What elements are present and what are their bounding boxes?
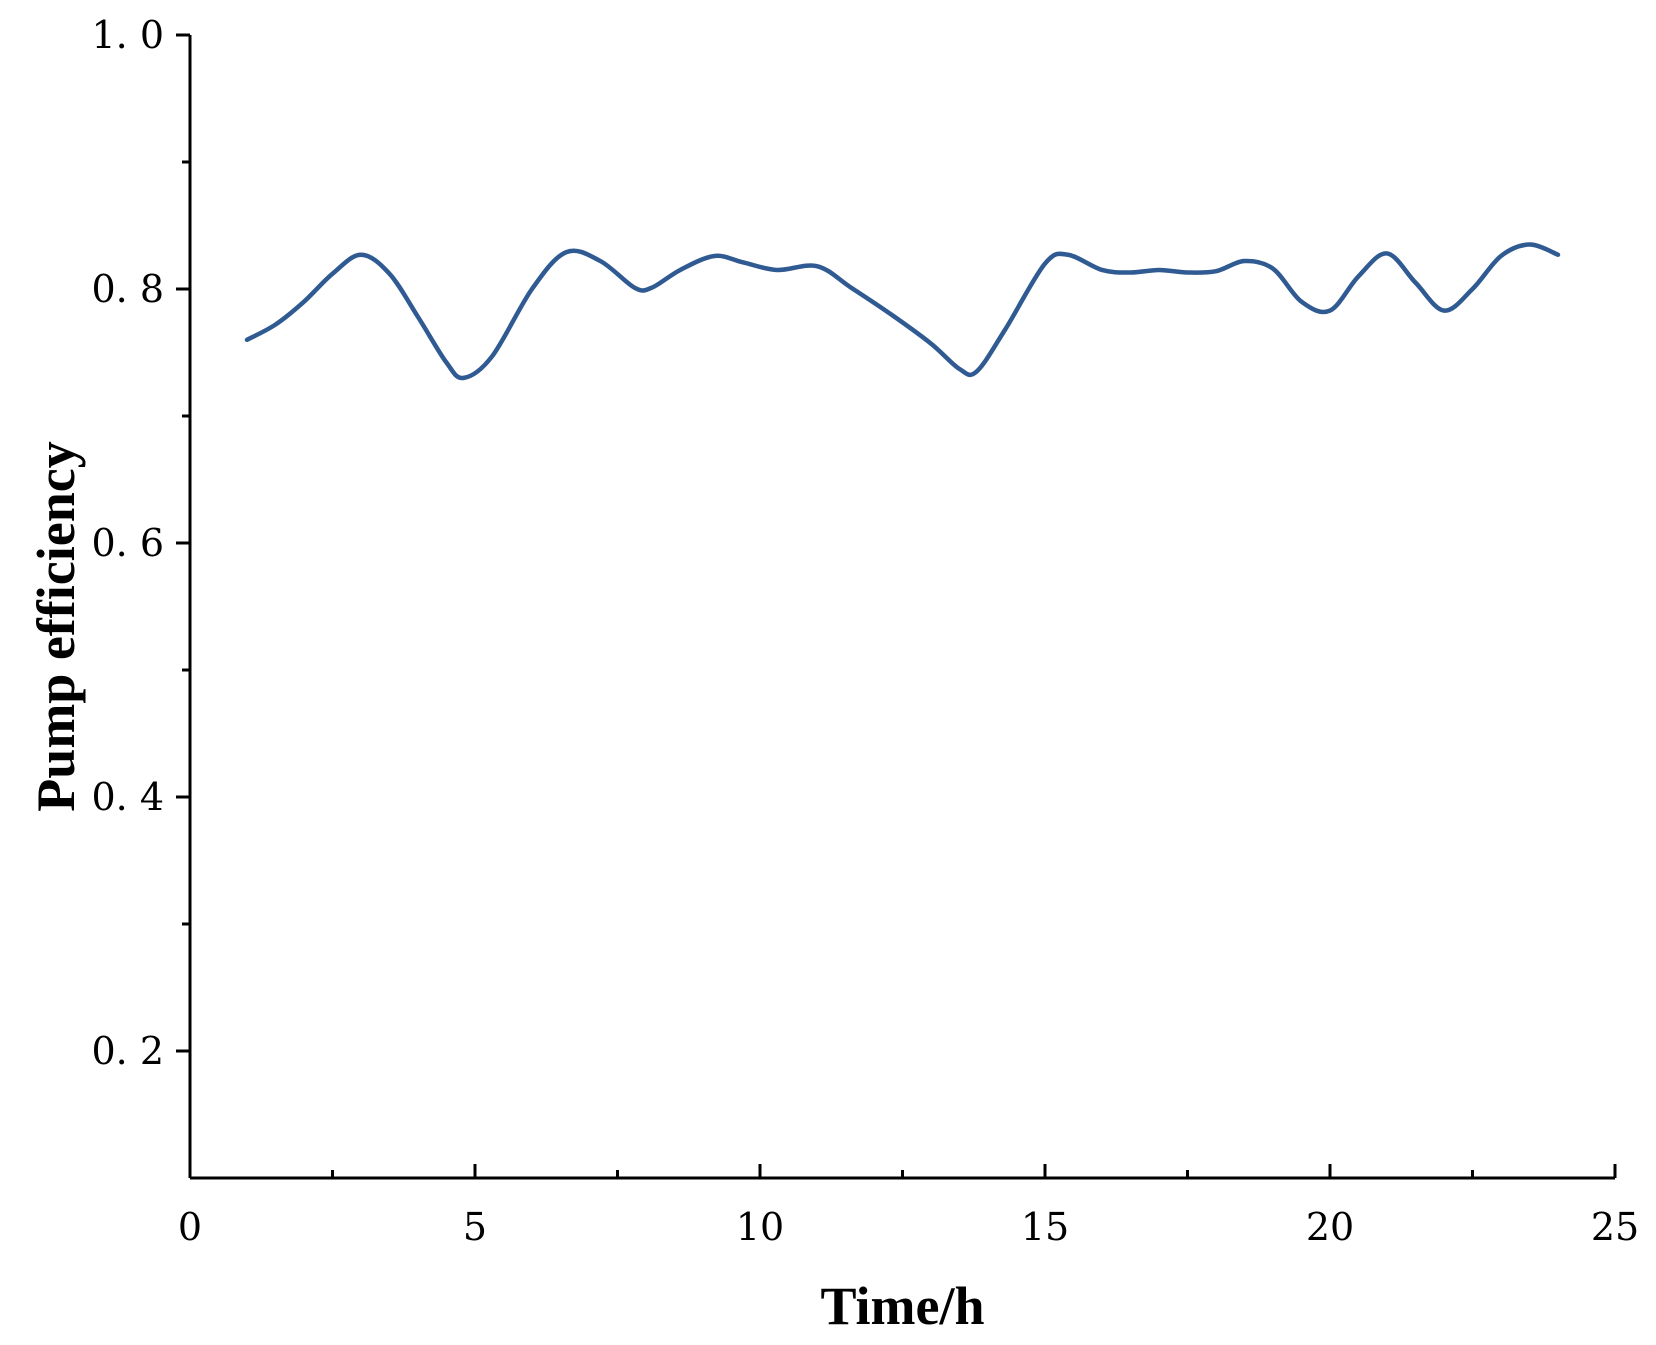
tick-labels: 0. 2 0. 4 0. 6 0. 8 1. 0 0 5 10 15 20 25 — [91, 13, 1639, 1249]
x-tick-label: 5 — [463, 1205, 487, 1249]
x-axis-title: Time/h — [820, 1276, 984, 1336]
y-axis-title: Pump efficiency — [26, 441, 86, 811]
x-tick-label: 0 — [178, 1205, 202, 1249]
y-tick-label: 0. 8 — [91, 267, 164, 311]
y-tick-label: 1. 0 — [91, 13, 164, 57]
x-tick-label: 15 — [1021, 1205, 1069, 1249]
x-tick-label: 20 — [1306, 1205, 1354, 1249]
series-layer — [244, 242, 1561, 381]
tick-marks — [176, 33, 1617, 1178]
y-tick-label: 0. 6 — [91, 521, 164, 565]
y-tick-label: 0. 4 — [91, 775, 164, 819]
series-line-0 — [244, 242, 1561, 381]
y-tick-label: 0. 2 — [91, 1029, 164, 1073]
x-tick-label: 10 — [736, 1205, 784, 1249]
x-tick-label: 25 — [1591, 1205, 1639, 1249]
